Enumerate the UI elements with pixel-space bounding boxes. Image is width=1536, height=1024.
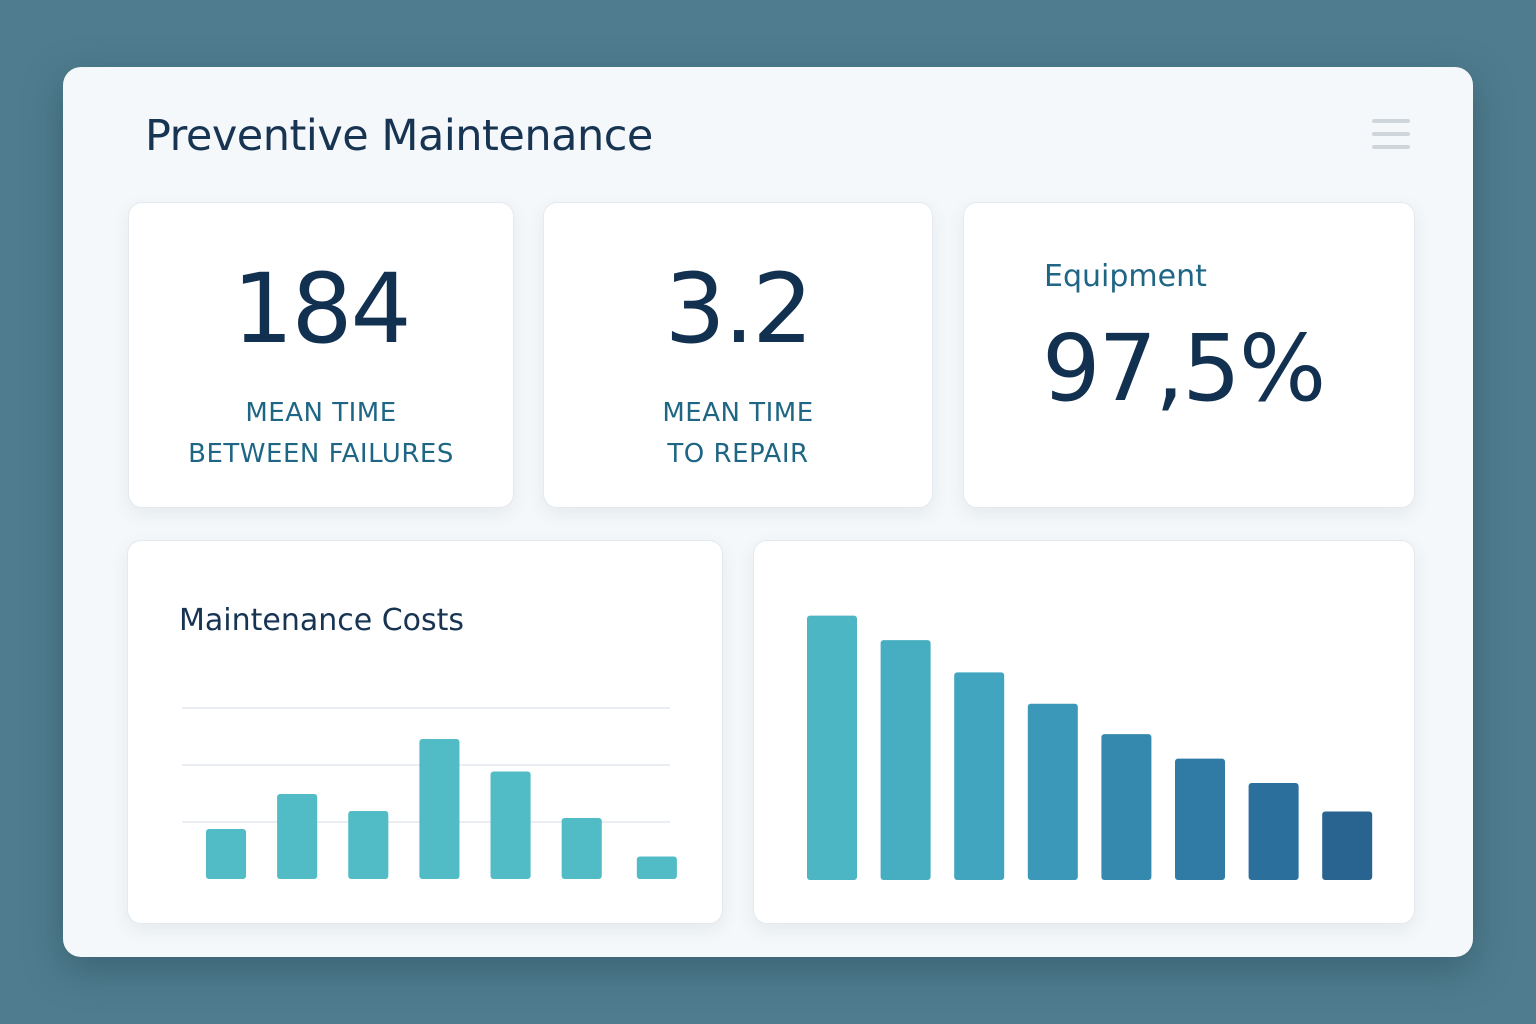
dashboard-panel: Preventive Maintenance 184 MEAN TIME BET… [63, 67, 1473, 957]
maintenance-costs-chart [182, 707, 677, 879]
kpi-label-mtbf-line2: BETWEEN FAILURES [188, 439, 454, 469]
kpi-label-equipment: Equipment [1044, 259, 1207, 294]
bar [1101, 734, 1152, 880]
kpi-label-mttr-line2: TO REPAIR [667, 439, 809, 469]
bar [205, 829, 247, 879]
bar [954, 672, 1005, 880]
bar [1322, 811, 1373, 880]
hamburger-menu-icon[interactable] [1372, 117, 1412, 153]
bar [880, 640, 931, 880]
kpi-label-mttr-line1: MEAN TIME [662, 398, 814, 428]
chart-title-maintenance-costs: Maintenance Costs [179, 603, 465, 638]
bar-chart-card [753, 540, 1415, 924]
kpi-card-mtbf: 184 MEAN TIME BETWEEN FAILURES [128, 202, 514, 508]
kpi-label-mtbf-line1: MEAN TIME [245, 398, 397, 428]
kpi-card-mttr: 3.2 MEAN TIME TO REPAIR [543, 202, 933, 508]
bar [1175, 758, 1225, 880]
bar [348, 811, 389, 879]
maintenance-costs-card: Maintenance Costs [127, 540, 723, 924]
kpi-card-equipment: Equipment 97,5% [963, 202, 1415, 508]
kpi-value-mtbf: 184 [232, 253, 411, 365]
bar [561, 818, 602, 879]
descending-bar-chart [807, 615, 1373, 880]
kpi-value-equipment: 97,5% [1042, 315, 1326, 422]
bar [1248, 783, 1299, 880]
bar [636, 856, 677, 879]
bar [1027, 703, 1078, 880]
page-title: Preventive Maintenance [145, 111, 653, 161]
bar [419, 739, 460, 879]
bar [490, 771, 531, 879]
kpi-value-mttr: 3.2 [664, 253, 814, 365]
bar [807, 615, 857, 880]
bar [277, 794, 318, 879]
